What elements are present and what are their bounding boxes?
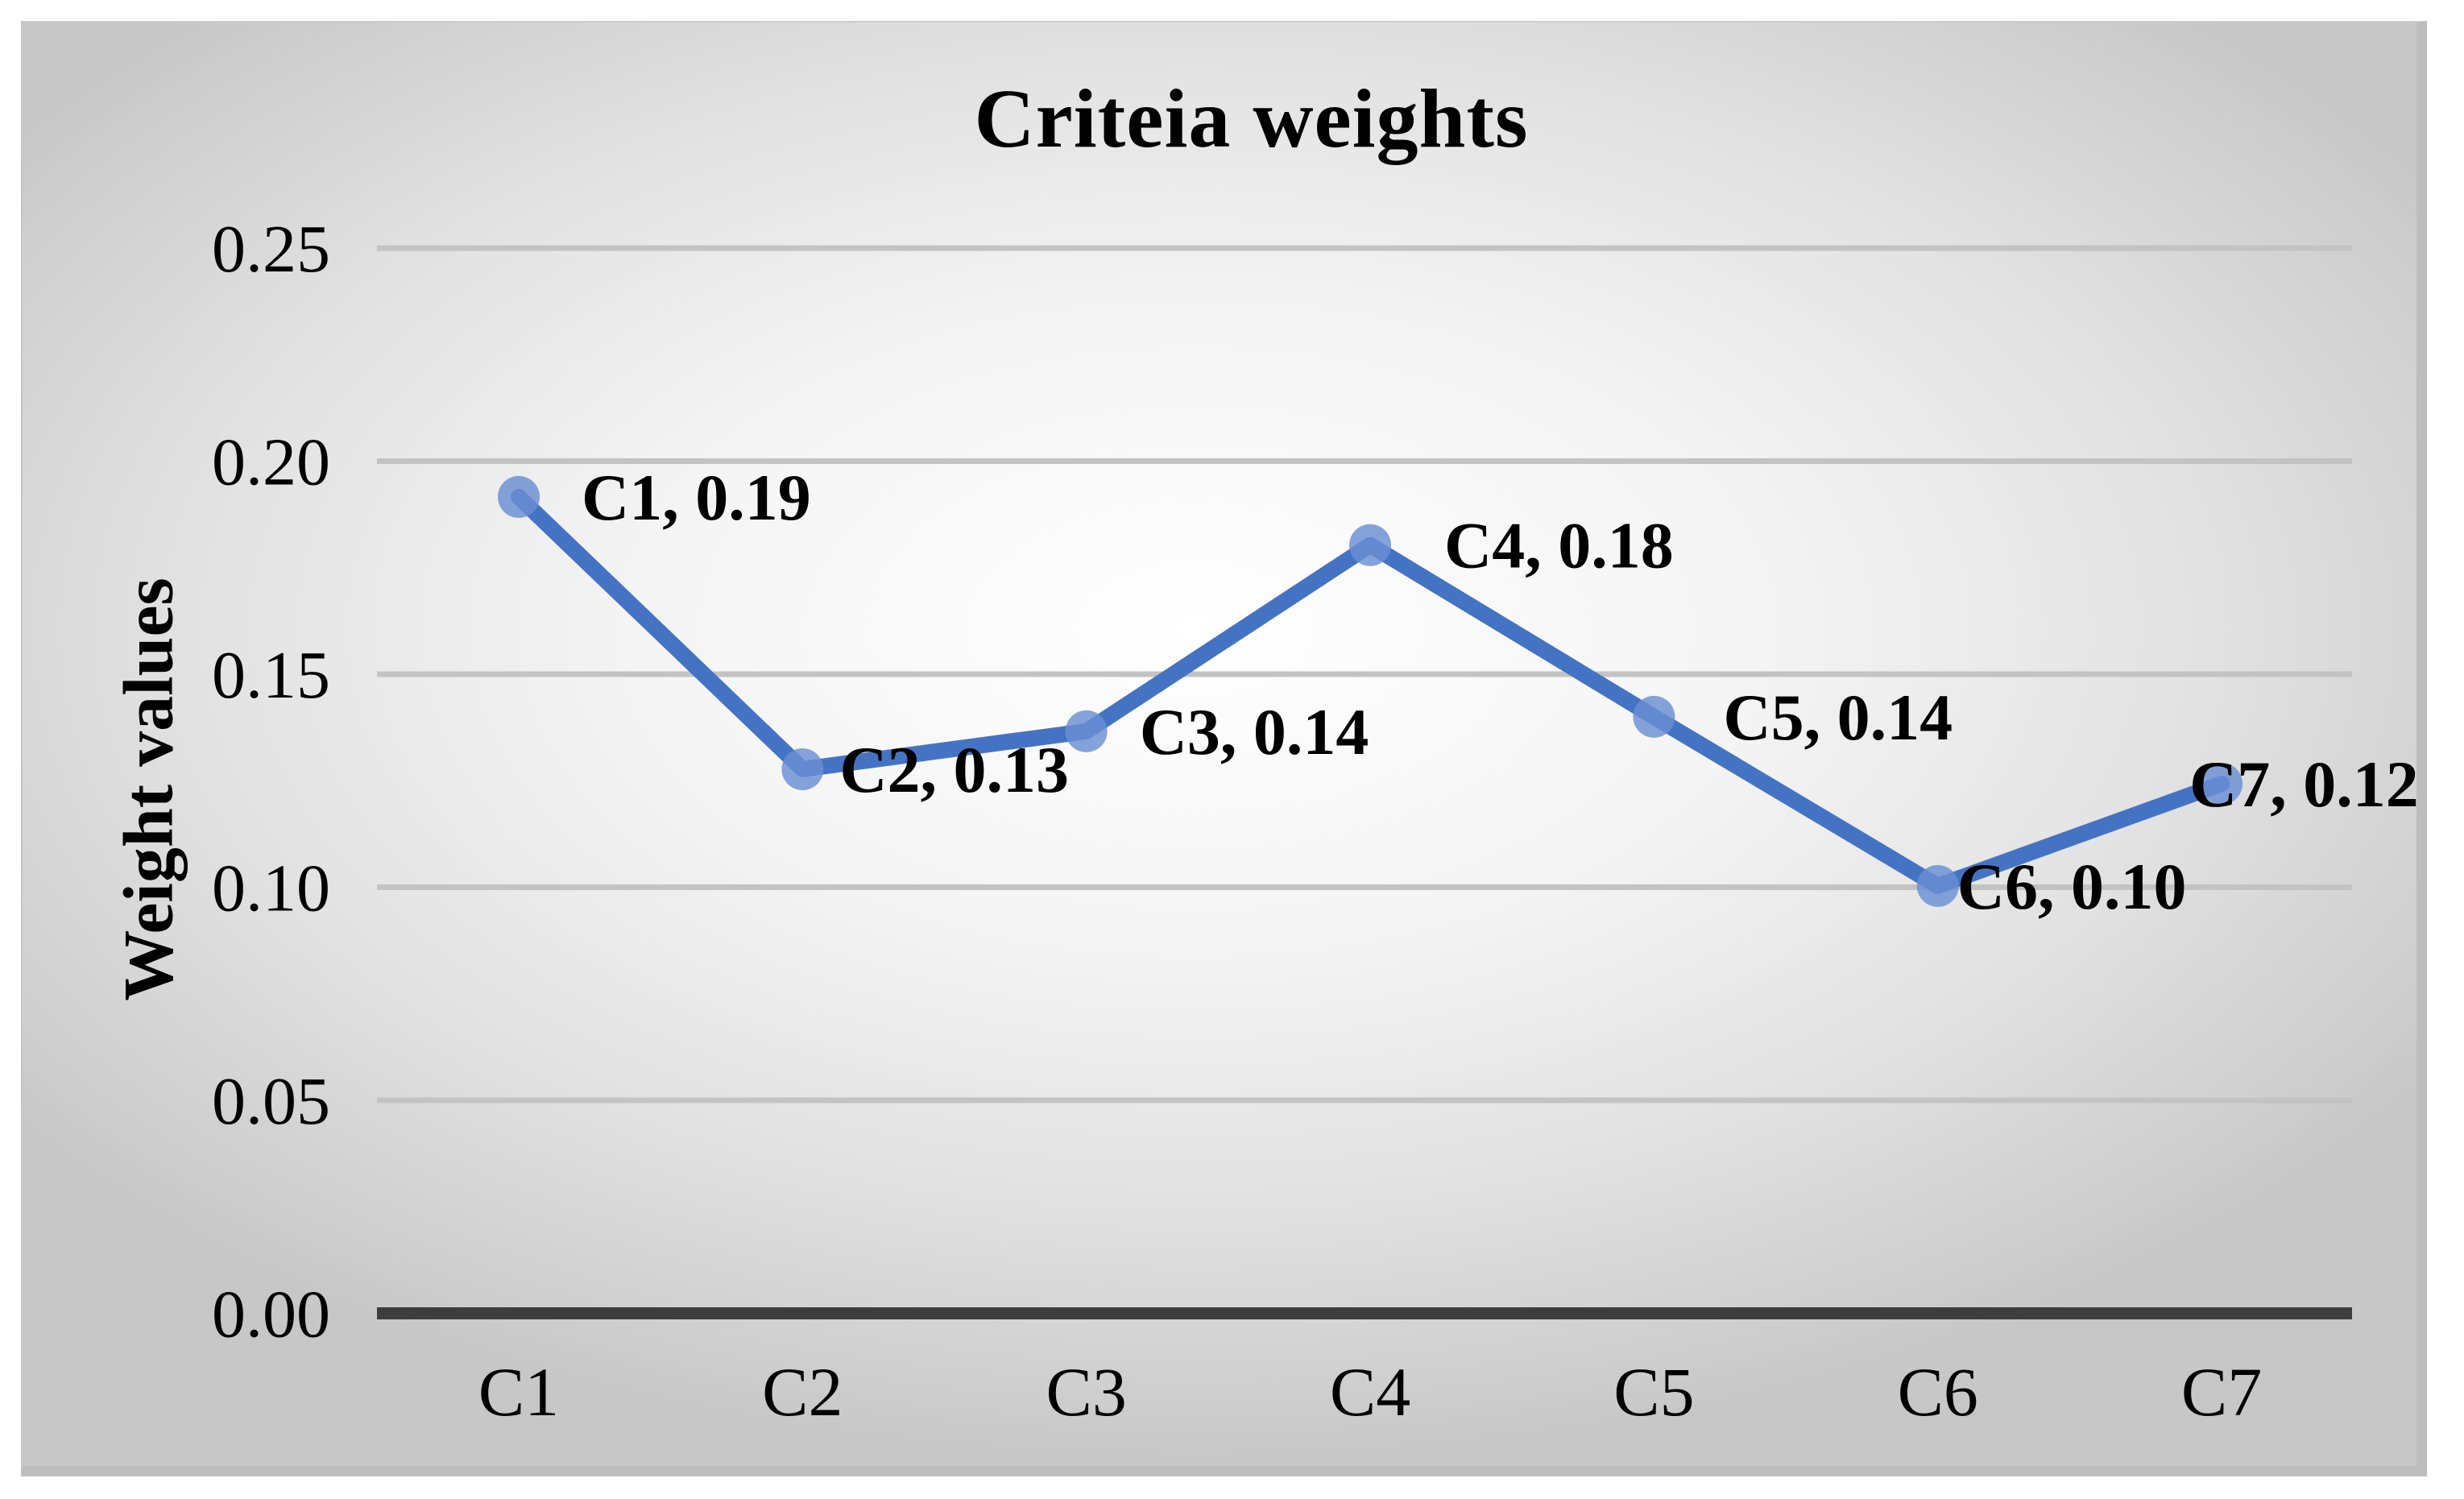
- y-axis-title: Weight values: [110, 578, 188, 1001]
- data-point-label: C5, 0.14: [1723, 681, 1953, 754]
- data-point-marker: [2201, 762, 2243, 805]
- data-point-label: C6, 0.10: [1957, 850, 2187, 923]
- data-point-label: C4, 0.18: [1444, 509, 1674, 582]
- x-category-label: C4: [1330, 1353, 1410, 1431]
- y-tick-label: 0.15: [212, 638, 330, 713]
- data-point-marker: [1349, 524, 1392, 566]
- data-point-marker: [1065, 710, 1108, 752]
- x-category-label: C5: [1613, 1353, 1694, 1431]
- data-point-marker: [498, 475, 540, 518]
- x-category-label: C1: [478, 1353, 559, 1431]
- data-point-label: C7, 0.12: [2189, 747, 2419, 821]
- y-tick-label: 0.25: [212, 212, 330, 287]
- data-point-marker: [1633, 695, 1675, 738]
- x-category-label: C2: [762, 1353, 843, 1431]
- x-category-label: C7: [2181, 1353, 2262, 1431]
- y-tick-label: 0.05: [212, 1064, 330, 1139]
- x-category-label: C3: [1046, 1353, 1127, 1431]
- chart-title: Criteia weights: [974, 72, 1529, 165]
- y-tick-label: 0.00: [212, 1277, 330, 1352]
- y-tick-label: 0.10: [212, 851, 330, 926]
- y-tick-label: 0.20: [212, 425, 330, 500]
- data-point-label: C2, 0.13: [839, 733, 1069, 806]
- data-point-marker: [1916, 864, 1959, 907]
- data-point-label: C1, 0.19: [582, 461, 811, 534]
- data-point-marker: [781, 747, 824, 790]
- x-category-label: C6: [1898, 1353, 1978, 1431]
- chart-frame: [21, 21, 2427, 1476]
- data-point-label: C3, 0.14: [1140, 695, 1369, 768]
